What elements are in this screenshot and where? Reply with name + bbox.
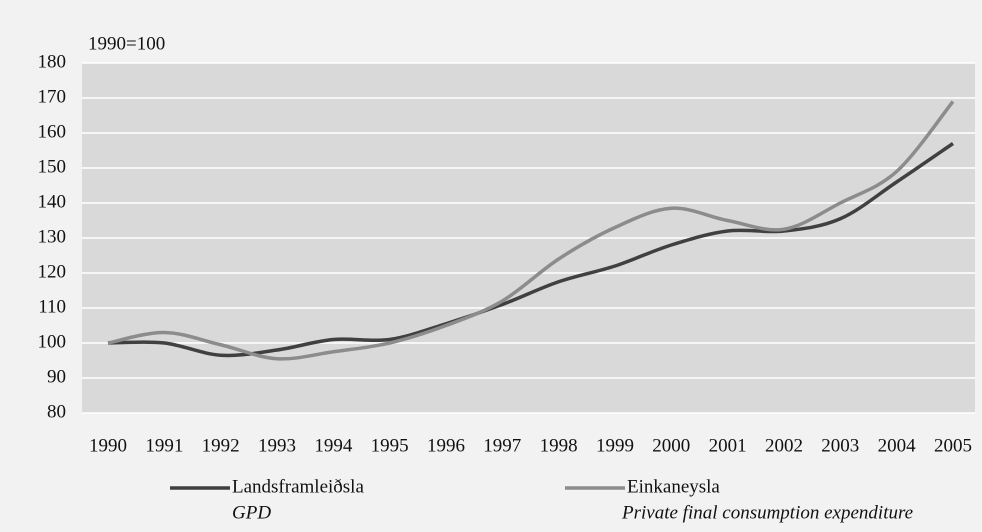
y-tick-label: 90	[47, 366, 66, 387]
legend-label: Einkaneysla	[627, 476, 720, 497]
x-tick-label: 1991	[145, 435, 183, 456]
y-tick-label: 160	[38, 121, 67, 142]
y-tick-label: 100	[38, 331, 67, 352]
x-tick-label: 1996	[427, 435, 465, 456]
x-tick-label: 1998	[540, 435, 578, 456]
x-tick-label: 2000	[652, 435, 690, 456]
legend-sublabel: Private final consumption expenditure	[621, 502, 913, 523]
x-tick-label: 1990	[89, 435, 127, 456]
y-tick-label: 150	[38, 156, 67, 177]
x-tick-label: 1993	[258, 435, 296, 456]
series-line	[107, 100, 955, 361]
y-tick-label: 180	[38, 51, 67, 72]
x-tick-label: 2005	[934, 435, 972, 456]
x-tick-label: 2003	[821, 435, 859, 456]
x-tick-label: 1995	[371, 435, 409, 456]
x-tick-label: 1999	[596, 435, 634, 456]
x-tick-label: 1997	[483, 435, 521, 456]
y-tick-label: 130	[38, 226, 67, 247]
x-tick-label: 2004	[878, 435, 917, 456]
legend-sublabel: GPD	[232, 502, 271, 523]
x-tick-label: 1994	[314, 435, 353, 456]
y-tick-label: 170	[38, 86, 67, 107]
y-tick-label: 110	[38, 296, 66, 317]
y-tick-label: 120	[38, 261, 67, 282]
x-tick-label: 2001	[709, 435, 747, 456]
x-tick-label: 1992	[202, 435, 240, 456]
y-tick-label: 80	[47, 401, 66, 422]
y-unit-label: 1990=100	[88, 33, 165, 54]
x-tick-label: 2002	[765, 435, 803, 456]
legend-label: Landsframleiðsla	[232, 476, 364, 497]
y-tick-label: 140	[38, 191, 67, 212]
